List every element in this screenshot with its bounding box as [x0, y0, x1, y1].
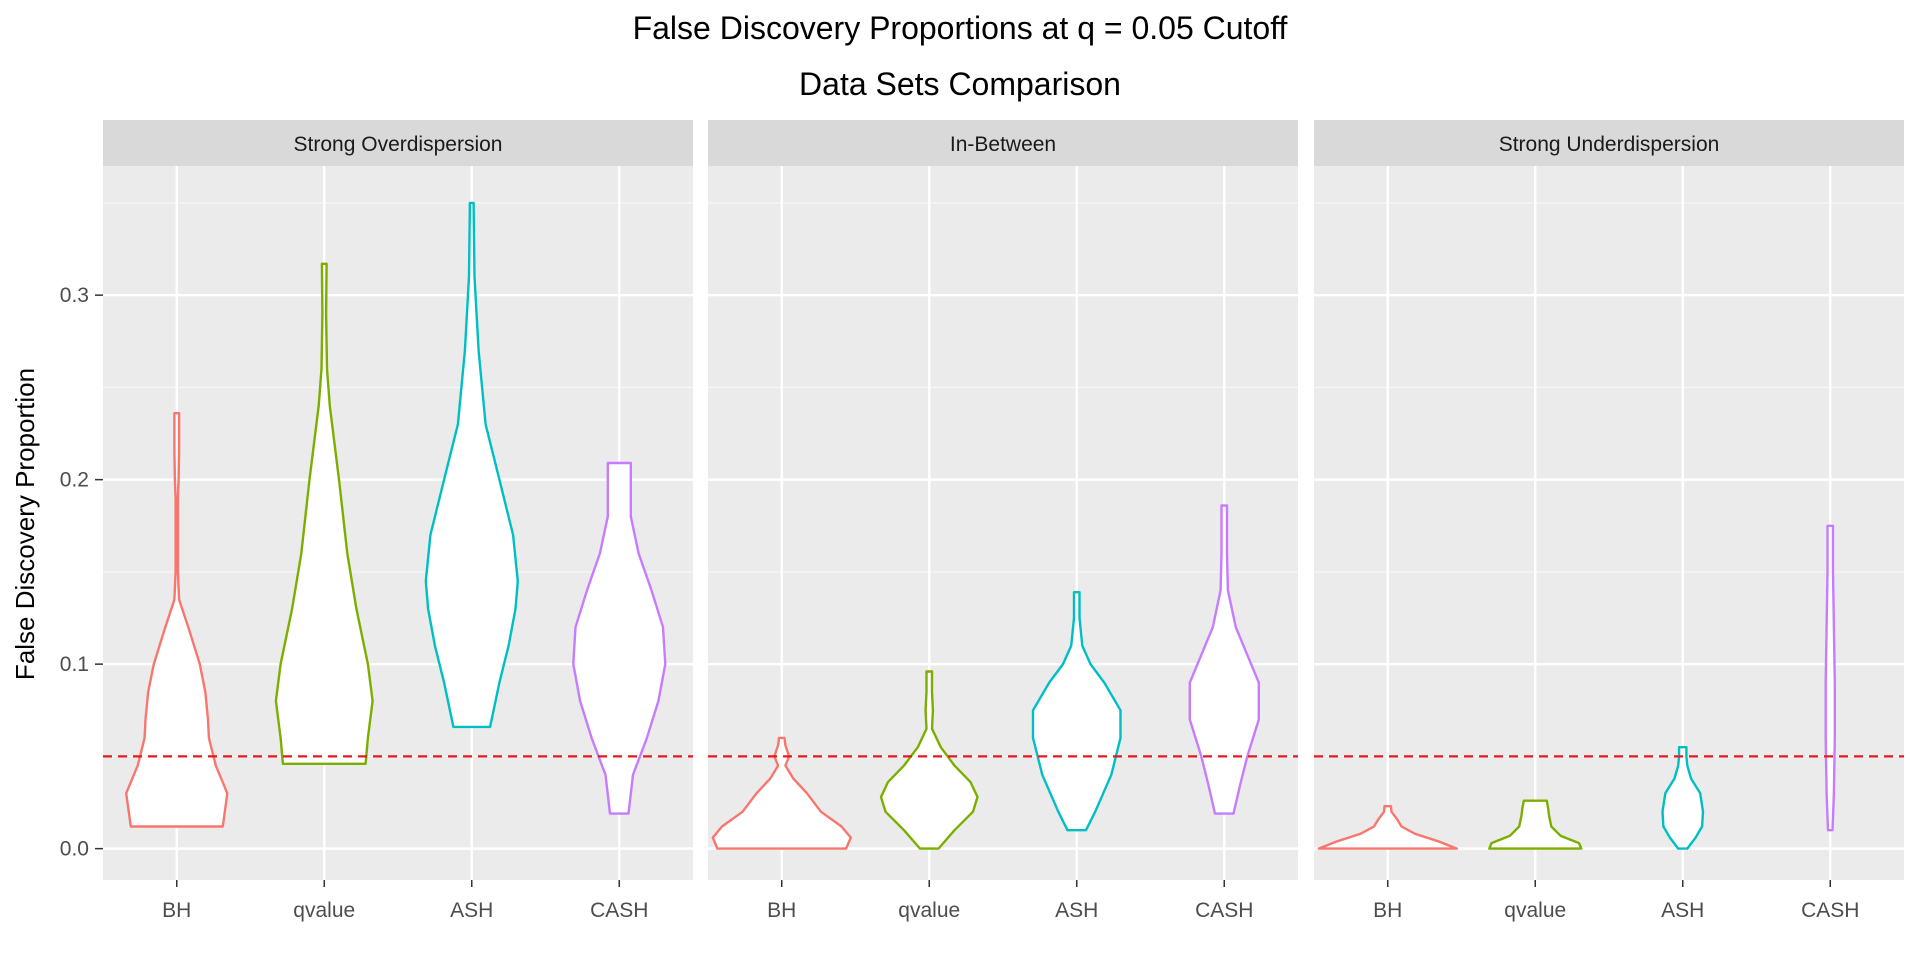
facet-panel: Strong Overdispersion BH qvalue ASH CASH — [103, 120, 693, 922]
violin-bh — [711, 736, 852, 850]
violin-ash — [1031, 591, 1122, 832]
x-tick-label: qvalue — [293, 899, 355, 922]
violin-qvalue — [274, 262, 374, 765]
x-tick-label: BH — [162, 899, 191, 922]
x-tick-label: ASH — [1055, 899, 1098, 922]
panel-background — [708, 166, 1298, 880]
violin-qvalue — [1488, 799, 1583, 850]
y-tick-label: 0.3 — [60, 284, 89, 307]
chart-subtitle: Data Sets Comparison — [799, 66, 1121, 102]
y-axis-title: False Discovery Proportion — [10, 368, 40, 680]
violin-ash — [1661, 746, 1705, 850]
violin-cash — [572, 461, 667, 815]
x-tick-label: CASH — [590, 899, 648, 922]
violin-bh — [1317, 805, 1458, 850]
facet-strip — [103, 120, 693, 166]
y-tick-label: 0.2 — [60, 469, 89, 492]
x-tick-label: BH — [767, 899, 796, 922]
facet-strip — [1314, 120, 1904, 166]
panels-layer: 0.0 0.1 0.2 0.3 Strong Overdispersion BH qvalu… — [60, 120, 1904, 922]
x-tick-label: BH — [1373, 899, 1402, 922]
x-tick-label: ASH — [1661, 899, 1704, 922]
violin-cash — [1824, 524, 1836, 832]
violin-cash — [1188, 504, 1260, 815]
x-tick-label: CASH — [1801, 899, 1859, 922]
y-tick-label: 0.1 — [60, 653, 89, 676]
facet-strip-label: Strong Underdispersion — [1499, 133, 1720, 156]
facet-strip — [708, 120, 1298, 166]
y-tick-label: 0.0 — [60, 838, 89, 861]
facet-panel: Strong Underdispersion BH qvalue ASH CASH — [1314, 120, 1904, 922]
x-tick-label: ASH — [450, 899, 493, 922]
violin-bh — [125, 412, 229, 828]
panel-background — [1314, 166, 1904, 880]
violin-ash — [424, 201, 519, 729]
x-tick-label: qvalue — [1504, 899, 1566, 922]
x-tick-label: qvalue — [898, 899, 960, 922]
facet-strip-label: In-Between — [950, 133, 1056, 156]
violin-qvalue — [879, 670, 979, 850]
facet-panel: In-Between BH qvalue ASH CASH — [708, 120, 1298, 922]
facet-strip-label: Strong Overdispersion — [294, 133, 503, 156]
chart-title: False Discovery Proportions at q = 0.05 … — [633, 10, 1288, 46]
x-tick-label: CASH — [1195, 899, 1253, 922]
